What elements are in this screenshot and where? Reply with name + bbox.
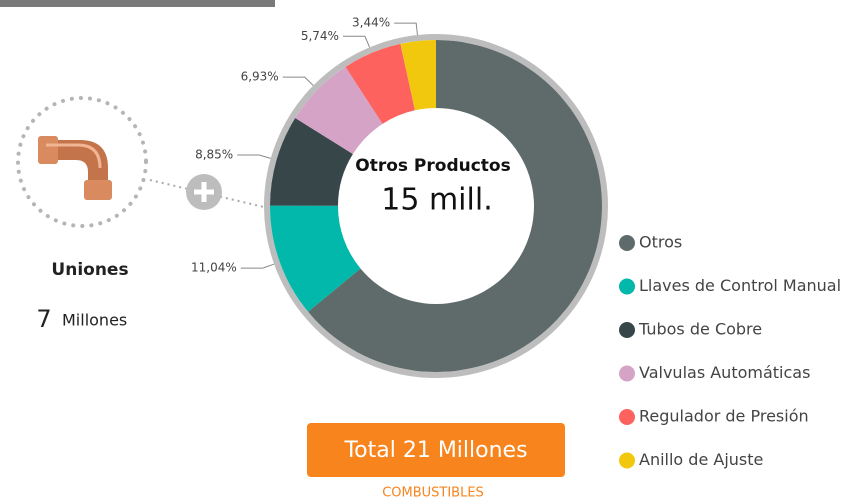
total-button-label[interactable]: Total 21 Millones: [343, 438, 527, 463]
leader-line: [342, 35, 371, 48]
center-title: Otros Productos: [355, 156, 510, 176]
card-unit: Millones: [62, 311, 127, 330]
legend-swatch: [619, 278, 635, 295]
legend-swatch: [619, 235, 635, 251]
center-value: 15 mill.: [381, 183, 492, 218]
leader-line: [240, 263, 275, 269]
data-label: 3,44%: [352, 16, 390, 30]
donut-slice: [400, 40, 436, 111]
top-bar: [0, 0, 275, 7]
legend-swatch: [619, 409, 635, 425]
data-label: 6,93%: [241, 70, 279, 84]
data-label: 8,85%: [195, 148, 233, 162]
legend-swatch: [619, 322, 635, 338]
donut-slice: [295, 66, 383, 155]
copper-elbow-icon: [38, 136, 112, 200]
legend-label: Valvulas Automáticas: [639, 363, 810, 382]
donut-chart: 11,04% 8,85% 6,93% 5,74% 3,44%: [191, 16, 608, 378]
donut-slice: [345, 43, 415, 124]
legend-swatch: [619, 452, 635, 469]
donut-slice: [270, 205, 361, 312]
donut-rim: [264, 34, 608, 378]
card-value: 7: [36, 305, 51, 333]
card-title: Uniones: [51, 260, 128, 280]
leader-line: [282, 76, 314, 86]
data-label: 11,04%: [191, 261, 237, 275]
plus-icon: [194, 182, 214, 202]
leader-line: [237, 154, 271, 159]
legend-swatch: [619, 365, 635, 382]
legend-label: Otros: [639, 233, 682, 252]
legend-label: Llaves de Control Manual: [639, 276, 841, 295]
donut-slice: [270, 118, 353, 206]
donut-slice: [308, 40, 602, 373]
icon-ring: [16, 96, 148, 228]
data-label: 5,74%: [301, 29, 339, 43]
legend-label: Regulador de Presión: [639, 407, 809, 426]
footer-link[interactable]: COMBUSTIBLES: [382, 486, 484, 501]
legend-label: Anillo de Ajuste: [639, 450, 763, 469]
legend-label: Tubos de Cobre: [638, 320, 762, 339]
total-button[interactable]: [307, 423, 565, 477]
leader-line: [394, 22, 418, 36]
